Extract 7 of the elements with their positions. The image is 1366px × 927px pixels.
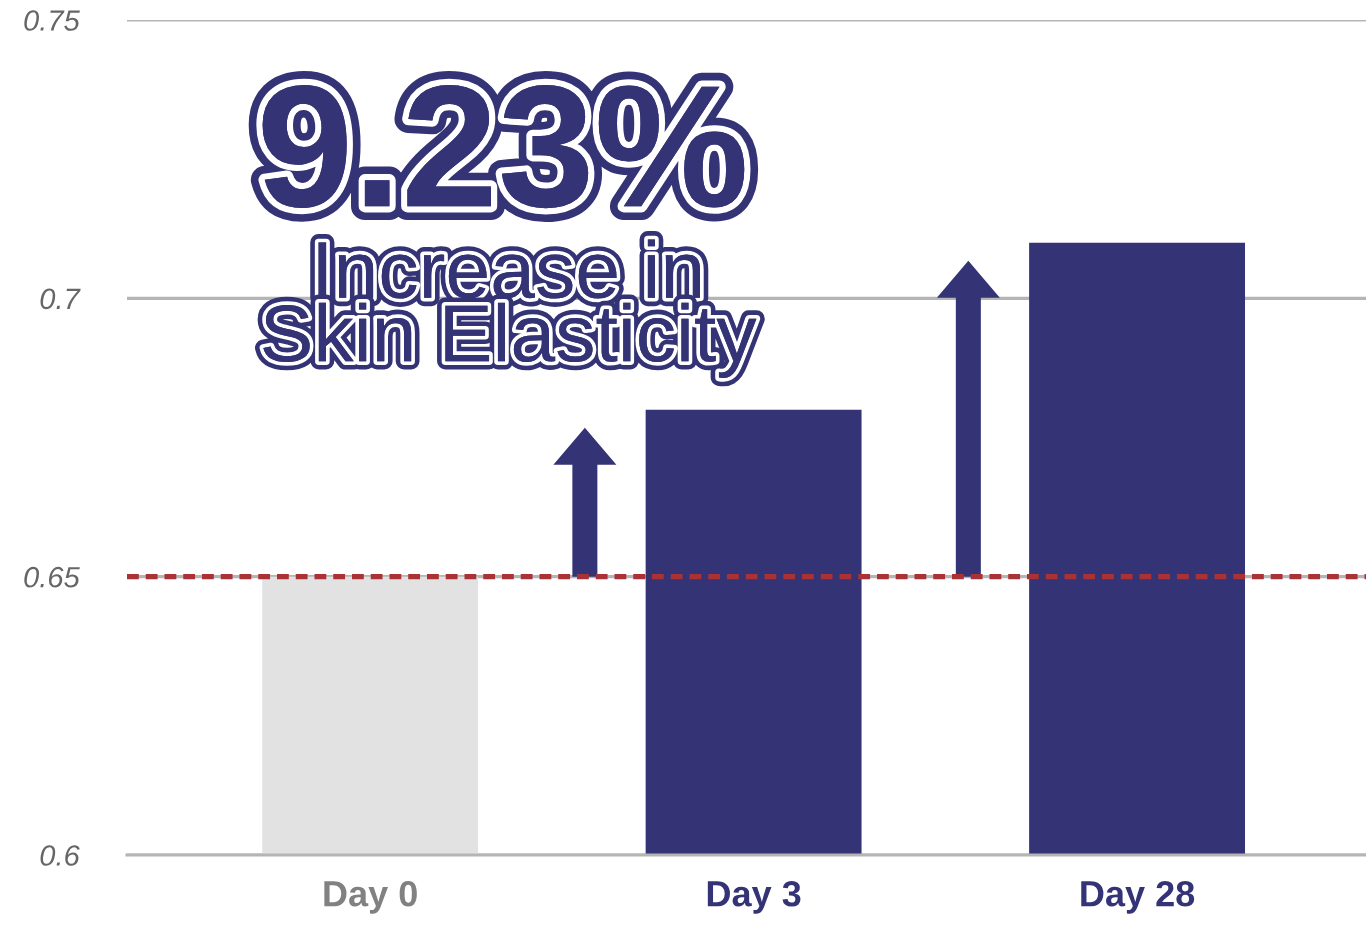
x-tick-label: Day 28	[1081, 880, 1195, 914]
y-tick-label: 0.6	[40, 845, 80, 866]
y-tick-label: 0.7	[40, 288, 81, 310]
x-tick-label: Day 3	[707, 880, 801, 914]
y-tick-label: 0.75	[24, 10, 80, 31]
y-tick-label: 0.65	[24, 566, 80, 588]
x-tick-label: Day 0	[324, 880, 417, 914]
